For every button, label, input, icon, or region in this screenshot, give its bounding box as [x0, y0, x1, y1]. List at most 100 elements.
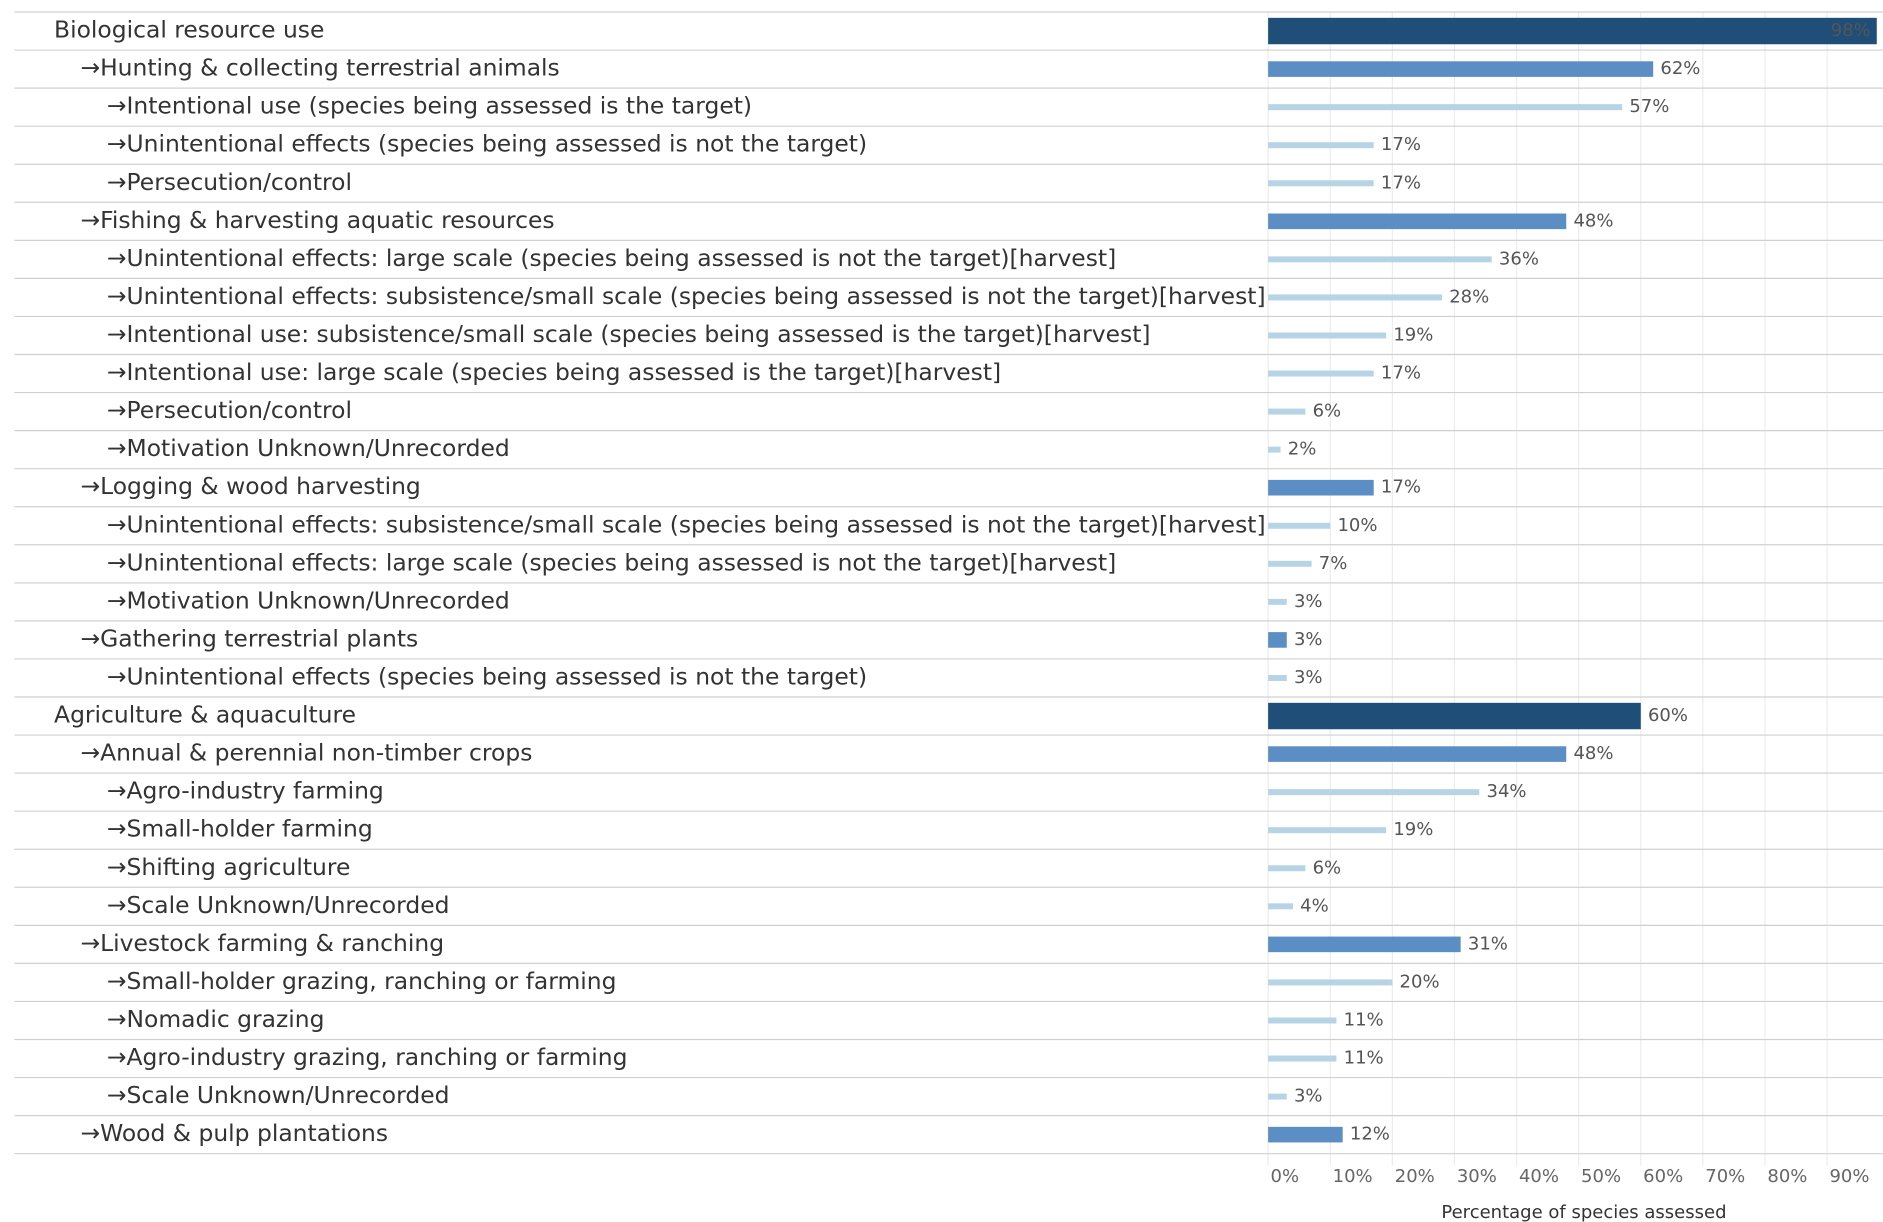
value-label: 60% — [1648, 705, 1688, 726]
value-label: 3% — [1294, 591, 1323, 612]
x-tick-label: 10% — [1333, 1166, 1373, 1187]
bar — [1268, 746, 1567, 762]
category-label: →Agro-industry farming — [107, 777, 384, 805]
category-label: →Gathering terrestrial plants — [80, 624, 418, 652]
x-tick-label: 20% — [1395, 1166, 1435, 1187]
category-label: →Unintentional effects: large scale (spe… — [107, 244, 1116, 272]
value-label: 3% — [1294, 629, 1323, 650]
value-label: 10% — [1337, 515, 1377, 536]
value-label: 6% — [1313, 857, 1342, 878]
x-tick-label: 60% — [1643, 1166, 1683, 1187]
x-axis-title: Percentage of species assessed — [1441, 1202, 1726, 1222]
x-tick-label: 70% — [1705, 1166, 1745, 1187]
bar — [1268, 522, 1331, 529]
value-label: 11% — [1344, 1009, 1384, 1030]
category-label: →Unintentional effects: subsistence/smal… — [107, 282, 1266, 310]
bar — [1268, 17, 1877, 45]
x-tick-label: 30% — [1457, 1166, 1497, 1187]
bar — [1268, 294, 1443, 301]
category-label: →Fishing & harvesting aquatic resources — [80, 206, 554, 234]
category-label: →Hunting & collecting terrestrial animal… — [80, 54, 559, 82]
category-label: →Unintentional effects: large scale (spe… — [107, 548, 1116, 576]
value-label: 48% — [1573, 210, 1613, 231]
category-label: →Intentional use: subsistence/small scal… — [107, 320, 1151, 348]
bar — [1268, 142, 1374, 149]
bar — [1268, 865, 1306, 872]
value-label: 48% — [1573, 743, 1613, 764]
bar — [1268, 632, 1287, 648]
bar — [1268, 213, 1567, 230]
category-label: →Unintentional effects (species being as… — [107, 130, 867, 158]
bar — [1268, 903, 1293, 910]
value-label: 6% — [1313, 401, 1342, 422]
bar — [1268, 674, 1287, 681]
bar — [1268, 256, 1492, 263]
x-tick-label: 50% — [1581, 1166, 1621, 1187]
bar — [1268, 1126, 1343, 1143]
bar — [1268, 979, 1393, 986]
category-label: →Wood & pulp plantations — [80, 1119, 388, 1147]
bar — [1268, 1017, 1337, 1024]
value-label: 7% — [1319, 553, 1348, 574]
category-label: →Annual & perennial non-timber crops — [80, 739, 532, 767]
category-label: →Logging & wood harvesting — [80, 472, 420, 500]
value-label: 62% — [1660, 58, 1700, 79]
category-label: →Nomadic grazing — [107, 1005, 325, 1033]
bar — [1268, 560, 1312, 567]
value-label: 4% — [1300, 895, 1329, 916]
bar — [1268, 1055, 1337, 1062]
value-label: 3% — [1294, 1086, 1323, 1107]
value-label: 20% — [1400, 971, 1440, 992]
value-label: 11% — [1344, 1048, 1384, 1069]
x-tick-label: 80% — [1767, 1166, 1807, 1187]
value-label: 12% — [1350, 1124, 1390, 1145]
bar — [1268, 408, 1306, 415]
value-label: 19% — [1393, 324, 1433, 345]
category-label: →Unintentional effects (species being as… — [107, 662, 867, 690]
bar — [1268, 332, 1387, 339]
bar — [1268, 61, 1654, 77]
category-label: →Persecution/control — [107, 396, 352, 424]
value-label: 28% — [1449, 286, 1489, 307]
category-label: →Motivation Unknown/Unrecorded — [107, 434, 510, 462]
bar — [1268, 936, 1461, 953]
bar — [1268, 104, 1623, 111]
value-label: 17% — [1381, 172, 1421, 193]
category-label: →Scale Unknown/Unrecorded — [107, 891, 450, 919]
category-label: →Intentional use (species being assessed… — [107, 92, 752, 120]
category-label: →Motivation Unknown/Unrecorded — [107, 586, 510, 614]
bar — [1268, 789, 1480, 796]
category-label: →Persecution/control — [107, 168, 352, 196]
bar — [1268, 180, 1374, 187]
value-label: 36% — [1499, 248, 1539, 269]
category-label: →Livestock farming & ranching — [80, 929, 444, 957]
bar — [1268, 702, 1641, 730]
bar — [1268, 479, 1374, 496]
x-tick-label: 0% — [1271, 1166, 1300, 1187]
category-label: →Shifting agriculture — [107, 853, 351, 881]
bar — [1268, 1093, 1287, 1100]
value-label: 31% — [1468, 933, 1508, 954]
x-tick-label: 90% — [1829, 1166, 1869, 1187]
category-label: →Unintentional effects: subsistence/smal… — [107, 510, 1266, 538]
value-label: 17% — [1381, 134, 1421, 155]
x-tick-label: 40% — [1519, 1166, 1559, 1187]
category-label: →Intentional use: large scale (species b… — [107, 358, 1001, 386]
category-label: →Small-holder farming — [107, 815, 373, 843]
value-label: 17% — [1381, 477, 1421, 498]
value-label: 57% — [1629, 96, 1669, 117]
category-label: →Scale Unknown/Unrecorded — [107, 1081, 450, 1109]
bar — [1268, 446, 1281, 453]
bar — [1268, 598, 1287, 605]
category-label: →Agro-industry grazing, ranching or farm… — [107, 1043, 628, 1071]
bar — [1268, 370, 1374, 377]
value-label: 2% — [1288, 439, 1317, 460]
value-label: 19% — [1393, 819, 1433, 840]
value-label: 3% — [1294, 667, 1323, 688]
category-label: Biological resource use — [54, 16, 324, 44]
value-label: 17% — [1381, 363, 1421, 384]
category-label: Agriculture & aquaculture — [54, 701, 356, 729]
bar — [1268, 827, 1387, 834]
